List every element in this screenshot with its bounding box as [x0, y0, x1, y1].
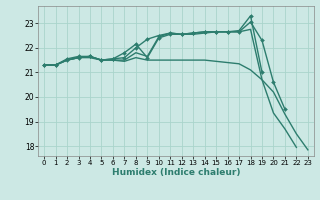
- X-axis label: Humidex (Indice chaleur): Humidex (Indice chaleur): [112, 168, 240, 177]
